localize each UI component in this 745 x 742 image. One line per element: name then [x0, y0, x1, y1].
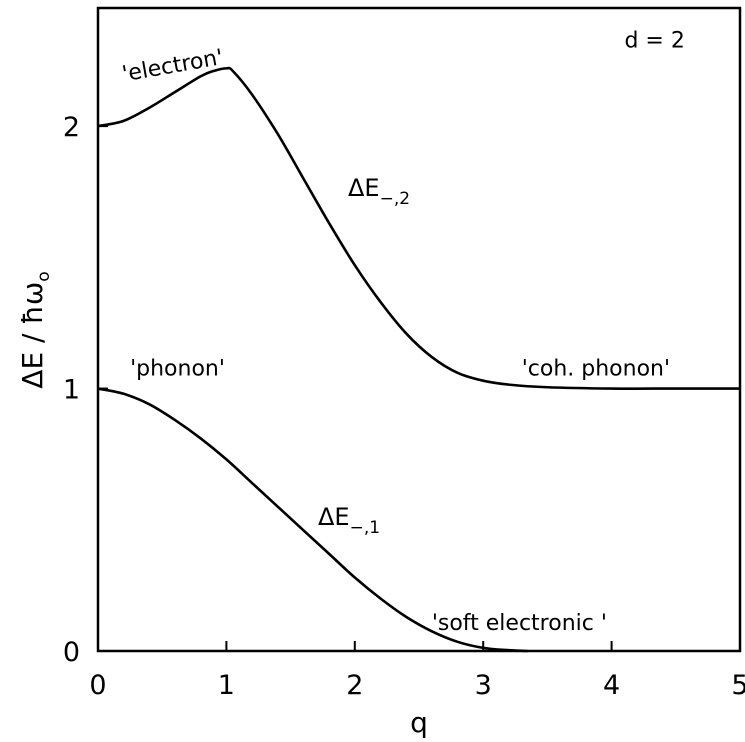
- series-line-dE-1: [97, 387, 529, 653]
- x-tick-label: 3: [475, 670, 492, 701]
- series-line-dE-2: [97, 66, 740, 390]
- x-tick-label: 1: [218, 670, 235, 701]
- series-label-1: ΔE−,1: [318, 503, 380, 538]
- x-axis-label: q: [410, 706, 428, 739]
- y-tick-label: 1: [63, 375, 80, 406]
- x-tick-label: 5: [731, 670, 745, 701]
- y-tick-label: 2: [63, 112, 80, 143]
- annotation: d = 2: [624, 28, 684, 53]
- y-tick-label: 0: [63, 637, 80, 668]
- series-label-2: ΔE−,2: [348, 174, 410, 209]
- x-axis-ticks: 0 1 2 3 4 5: [89, 641, 745, 701]
- annotation: 'phonon': [130, 356, 225, 381]
- y-axis-label: ΔE / ħωo: [16, 271, 54, 388]
- annotation: 'coh. phonon': [522, 356, 670, 381]
- x-tick-label: 0: [89, 670, 106, 701]
- annotation-layer: 'electron' d = 2 'phonon' 'coh. phonon' 'sof…: [120, 28, 684, 636]
- x-tick-label: 4: [603, 670, 620, 701]
- annotation: 'soft electronic ': [432, 611, 607, 636]
- annotation: 'electron': [120, 45, 225, 87]
- series-layer: [97, 66, 740, 653]
- plot-frame: [96, 6, 742, 653]
- x-tick-label: 2: [346, 670, 363, 701]
